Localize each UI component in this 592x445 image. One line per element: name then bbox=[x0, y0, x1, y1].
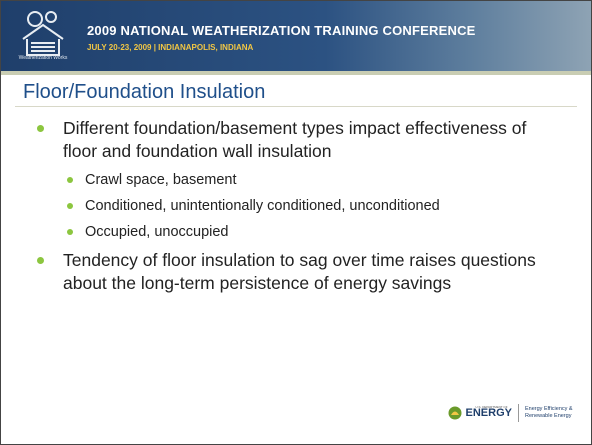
logo-caption: Weatherization Works bbox=[18, 55, 68, 61]
title-rule bbox=[15, 106, 577, 107]
sub-bullet-list: Crawl space, basement Conditioned, uninte… bbox=[63, 167, 557, 245]
doe-emblem bbox=[448, 406, 462, 420]
conference-title: 2009 NATIONAL WEATHERIZATION TRAINING CO… bbox=[87, 23, 476, 38]
logo bbox=[22, 11, 64, 56]
slide-title: Floor/Foundation Insulation bbox=[23, 81, 266, 103]
bullet-text: Tendency of floor insulation to sag over… bbox=[63, 250, 536, 293]
doe-dept: U.S. DEPARTMENT OF bbox=[475, 405, 508, 409]
doe-brand: ENERGY bbox=[465, 407, 512, 419]
separator bbox=[518, 404, 519, 422]
sub-bullet: Conditioned, unintentionally conditioned… bbox=[63, 193, 557, 219]
bullet: Tendency of floor insulation to sag over… bbox=[37, 249, 557, 295]
header-banner: Weatherization Works 2009 NATIONAL WEATH… bbox=[1, 1, 591, 71]
conference-subtitle: JULY 20-23, 2009 | INDIANAPOLIS, INDIANA bbox=[87, 43, 254, 52]
footer-logo: U.S. DEPARTMENT OF ENERGY Energy Efficie… bbox=[448, 404, 573, 422]
doe-tagline: Energy Efficiency & Renewable Energy bbox=[525, 406, 573, 419]
bullet-text: Different foundation/basement types impa… bbox=[63, 118, 527, 161]
bullet: Different foundation/basement types impa… bbox=[37, 117, 557, 245]
sub-bullet: Crawl space, basement bbox=[63, 167, 557, 193]
bullet-list: Different foundation/basement types impa… bbox=[37, 117, 557, 299]
header-band bbox=[1, 71, 591, 75]
sub-bullet: Occupied, unoccupied bbox=[63, 219, 557, 245]
